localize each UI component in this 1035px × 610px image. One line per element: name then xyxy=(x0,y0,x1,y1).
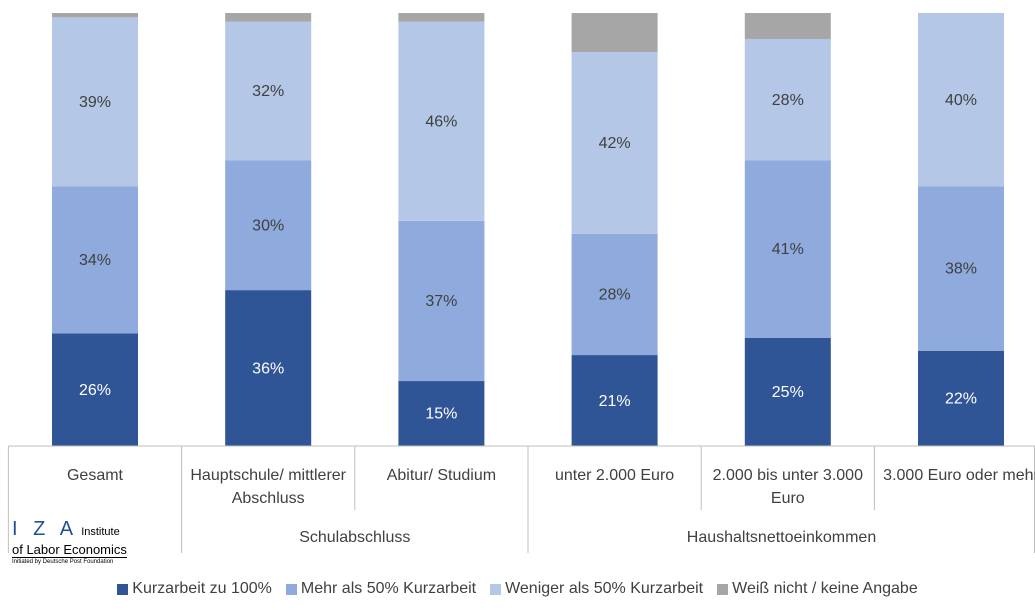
legend-item: Mehr als 50% Kurzarbeit xyxy=(285,580,477,598)
data-label: 22% xyxy=(945,391,977,408)
data-label: 28% xyxy=(599,287,631,304)
data-label: 42% xyxy=(599,135,631,152)
group-label: Schulabschluss xyxy=(299,529,411,546)
bar-segment xyxy=(225,160,312,291)
legend-item: Kurzarbeit zu 100% xyxy=(117,580,272,598)
data-label: 26% xyxy=(79,382,111,399)
bar-segment xyxy=(571,355,658,446)
data-label: 30% xyxy=(252,217,284,234)
data-label: 28% xyxy=(772,92,804,109)
bar-segment xyxy=(52,333,138,446)
bar-segment xyxy=(225,13,312,22)
data-label: 34% xyxy=(79,252,111,269)
bar-segment xyxy=(571,233,658,356)
x-tick-label: Abitur/ Studium xyxy=(386,467,497,484)
bar-segment xyxy=(52,17,138,187)
bar-segment xyxy=(918,13,1004,187)
data-label: 41% xyxy=(772,241,804,258)
logo-name: of Labor Economics xyxy=(12,542,127,558)
bar-segment xyxy=(744,160,831,338)
data-label: 39% xyxy=(79,94,111,111)
legend: Kurzarbeit zu 100% Mehr als 50% Kurzarbei… xyxy=(0,580,1035,598)
bar-segment xyxy=(52,13,138,18)
x-tick-label: unter 2.000 Euro xyxy=(554,467,675,484)
bar-segment xyxy=(571,51,658,234)
x-tick-label: 3.000 Euro oder mehr xyxy=(883,467,1035,484)
group-label: Haushaltsnettoeinkommen xyxy=(686,529,877,546)
legend-label: Weniger als 50% Kurzarbeit xyxy=(505,580,704,597)
data-label: 40% xyxy=(945,92,977,109)
x-tick-label: Gesamt xyxy=(66,467,123,484)
legend-label: Weiß nicht / keine Angabe xyxy=(732,580,918,597)
data-label: 36% xyxy=(252,360,284,377)
data-label: 21% xyxy=(599,393,631,410)
legend-item: Weiß nicht / keine Angabe xyxy=(717,580,918,598)
legend-label: Mehr als 50% Kurzarbeit xyxy=(300,580,477,597)
data-label: 38% xyxy=(945,261,977,278)
bar-segment xyxy=(744,337,831,446)
legend-swatch xyxy=(117,583,129,595)
logo: I Z A Institute of Labor Economics Initi… xyxy=(12,518,184,565)
logo-tagline: Initiated by Deutsche Post Foundation xyxy=(12,559,114,565)
bar-segment xyxy=(225,21,312,161)
bar-segment xyxy=(398,220,485,382)
x-tick-label: 2.000 bis unter 3.000 Euro xyxy=(712,467,863,507)
legend-item: Weniger als 50% Kurzarbeit xyxy=(490,580,703,598)
bar-segment xyxy=(398,21,485,221)
data-label: 37% xyxy=(425,293,457,310)
bar-segment xyxy=(744,13,831,39)
data-label: 32% xyxy=(252,83,284,100)
legend-label: Kurzarbeit zu 100% xyxy=(132,580,272,597)
legend-swatch xyxy=(285,583,297,595)
legend-swatch xyxy=(717,583,729,595)
bar-segment xyxy=(52,186,138,334)
data-label: 46% xyxy=(425,113,457,130)
bar-segment xyxy=(918,186,1004,351)
legend-swatch xyxy=(490,583,502,595)
x-tick-label: Hauptschule/ mittlerer Abschluss xyxy=(190,467,346,507)
bar-segment xyxy=(225,290,312,446)
bar-segment xyxy=(571,13,658,52)
logo-letters: I Z A xyxy=(12,518,79,540)
logo-institute: Institute xyxy=(81,526,120,538)
bar-segment xyxy=(744,38,831,161)
bar-segment xyxy=(398,13,485,22)
bar-segment xyxy=(398,381,485,446)
data-label: 15% xyxy=(425,406,457,423)
bar-segment xyxy=(918,350,1004,446)
data-label: 25% xyxy=(772,384,804,401)
